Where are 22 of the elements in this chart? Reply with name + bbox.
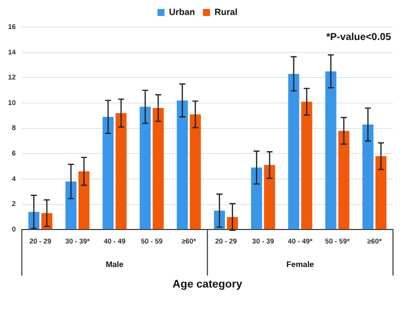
bar	[362, 124, 374, 230]
bar	[325, 71, 336, 230]
bar	[190, 114, 201, 230]
bar	[375, 156, 386, 230]
text: Female	[286, 260, 315, 269]
bar	[338, 130, 350, 230]
bar	[102, 116, 114, 230]
legend-label: Rural	[214, 6, 238, 17]
annotation: *P-value<0.05	[326, 32, 392, 43]
bar	[78, 171, 90, 230]
bar	[140, 106, 151, 230]
bar	[116, 113, 127, 230]
bar	[301, 102, 312, 230]
legend-label: Urban	[168, 6, 196, 17]
bar	[176, 100, 188, 230]
text: Male	[106, 260, 124, 269]
bar	[251, 168, 262, 230]
bar	[152, 108, 164, 230]
bar	[288, 74, 300, 230]
x-axis-title: Age category	[172, 278, 244, 291]
bar	[264, 165, 276, 230]
bar	[65, 181, 76, 230]
